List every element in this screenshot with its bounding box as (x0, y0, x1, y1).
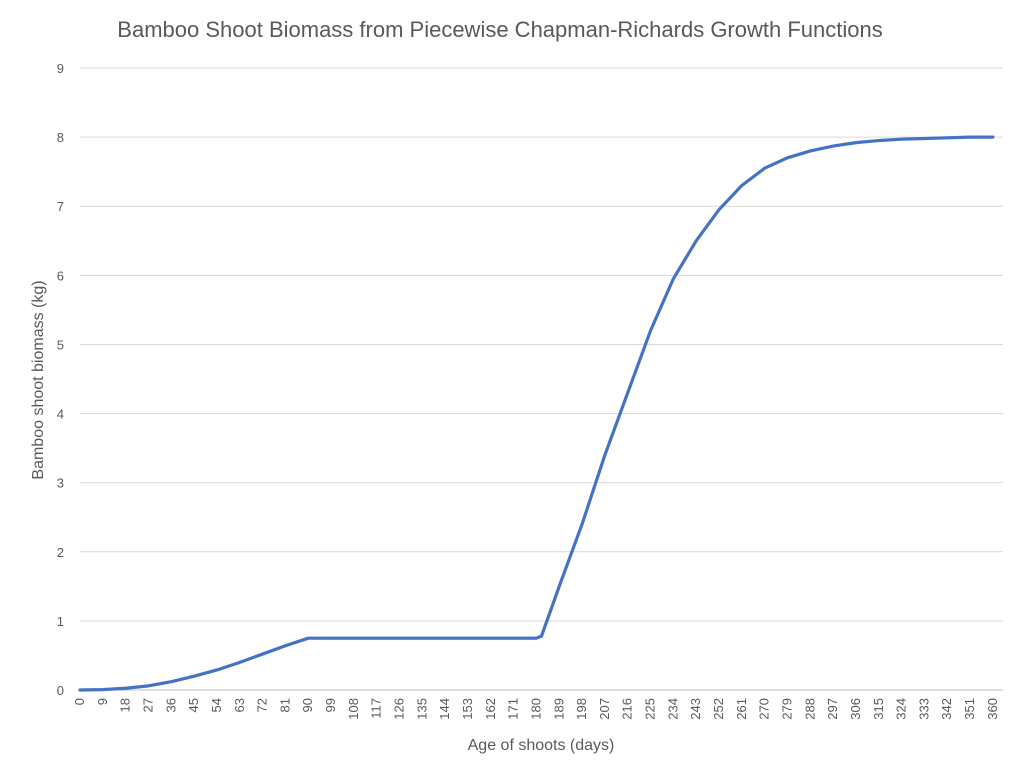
y-tick-label: 4 (57, 407, 64, 422)
x-tick-label: 252 (711, 698, 726, 720)
x-tick-label: 135 (414, 698, 429, 720)
x-tick-label: 0 (72, 698, 87, 705)
y-tick-label: 6 (57, 268, 64, 283)
x-tick-label: 18 (118, 698, 133, 712)
y-tick-label: 9 (57, 61, 64, 76)
x-tick-label: 324 (894, 698, 909, 720)
x-tick-label: 297 (825, 698, 840, 720)
x-tick-label: 27 (140, 698, 155, 712)
x-tick-label: 189 (551, 698, 566, 720)
y-tick-label: 7 (57, 199, 64, 214)
x-tick-label: 279 (779, 698, 794, 720)
y-tick-label: 3 (57, 476, 64, 491)
x-tick-label: 171 (506, 698, 521, 720)
x-tick-label: 333 (916, 698, 931, 720)
x-tick-label: 153 (460, 698, 475, 720)
x-tick-label: 126 (392, 698, 407, 720)
x-tick-label: 342 (939, 698, 954, 720)
y-tick-label: 2 (57, 545, 64, 560)
y-tick-label: 0 (57, 683, 64, 698)
series-line-0 (78, 135, 995, 692)
x-tick-label: 81 (277, 698, 292, 712)
grid (80, 67, 1003, 622)
x-tick-label: 45 (186, 698, 201, 712)
x-tick-label: 180 (528, 698, 543, 720)
x-tick-label: 54 (209, 698, 224, 712)
x-tick-label: 288 (802, 698, 817, 720)
x-tick-label: 225 (643, 698, 658, 720)
y-tick-label: 8 (57, 130, 64, 145)
x-axis-ticks: 0 9 18 27 36 45 54 63 72 81 90 99 108 117 126 135 144 153… (72, 698, 1000, 720)
x-tick-label: 234 (665, 698, 680, 720)
y-tick-label: 5 (57, 337, 64, 352)
x-tick-label: 216 (620, 698, 635, 720)
x-tick-label: 99 (323, 698, 338, 712)
x-tick-label: 9 (95, 698, 110, 705)
chart-title: Bamboo Shoot Biomass from Piecewise Chap… (117, 17, 882, 42)
x-tick-label: 351 (962, 698, 977, 720)
x-tick-label: 198 (574, 698, 589, 720)
x-axis-title: Age of shoots (days) (468, 737, 615, 754)
x-tick-label: 315 (871, 698, 886, 720)
x-tick-label: 207 (597, 698, 612, 720)
x-tick-label: 36 (163, 698, 178, 712)
x-tick-label: 108 (346, 698, 361, 720)
x-tick-label: 360 (985, 698, 1000, 720)
x-tick-label: 63 (232, 698, 247, 712)
x-tick-label: 117 (369, 698, 384, 719)
series-layer (78, 135, 995, 692)
x-tick-label: 144 (437, 698, 452, 720)
x-tick-label: 243 (688, 698, 703, 720)
x-tick-label: 270 (757, 698, 772, 720)
y-axis-ticks: 0 1 2 3 4 5 6 7 8 9 (57, 61, 64, 698)
x-tick-label: 72 (255, 698, 270, 712)
x-tick-label: 306 (848, 698, 863, 720)
y-axis-title: Bamboo shoot biomass (kg) (30, 280, 47, 479)
x-tick-label: 162 (483, 698, 498, 720)
x-tick-label: 261 (734, 698, 749, 720)
y-tick-label: 1 (57, 614, 64, 629)
x-tick-label: 90 (300, 698, 315, 712)
